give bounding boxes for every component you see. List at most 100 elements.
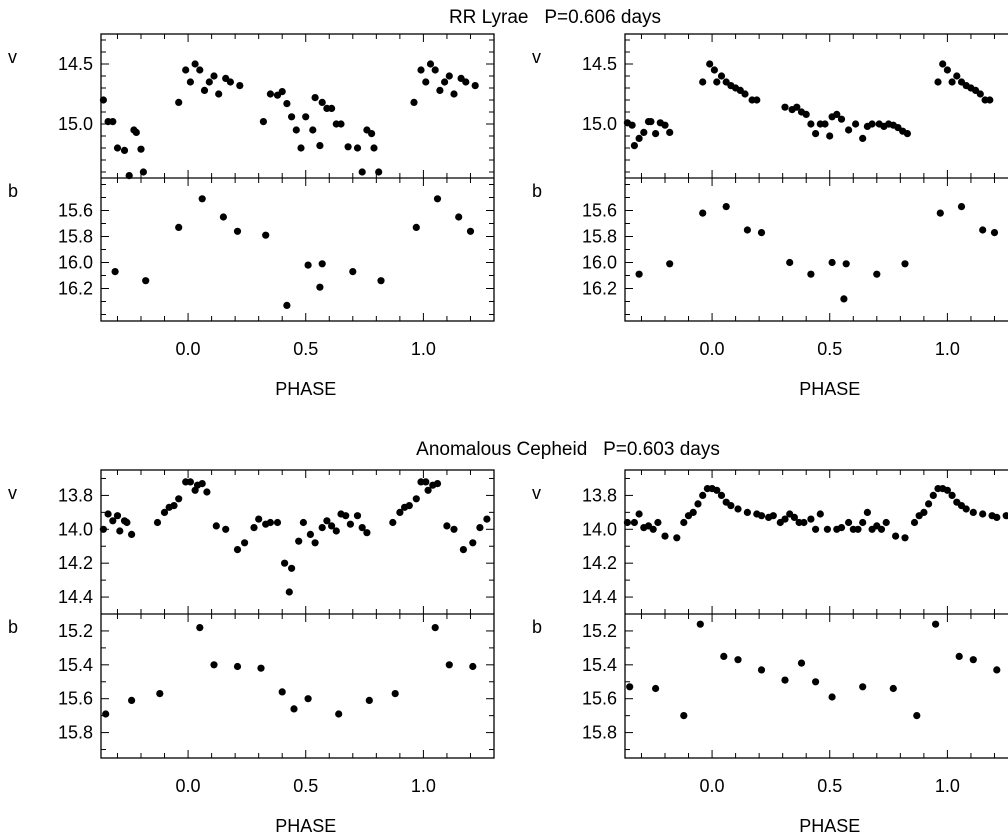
- ac-right-v-point: [717, 491, 726, 499]
- ac-right-v-point: [713, 486, 721, 494]
- rr-right-v-point: [661, 121, 669, 129]
- rr-left-v-point: [283, 100, 291, 108]
- ac-right-b-point: [932, 620, 940, 628]
- rr-left-b-point: [349, 268, 357, 276]
- rr-left-b-ytick-label: 16.0: [58, 253, 93, 273]
- ac-right-v-point: [854, 525, 862, 533]
- rr-left-v-point: [375, 168, 383, 176]
- ac-right-v-ytick-label: 13.8: [582, 485, 617, 505]
- ac-left-v-point: [450, 525, 458, 533]
- rr-left-xaxis-label: PHASE: [275, 379, 336, 399]
- rr-left-v-point: [210, 72, 218, 80]
- rr-right-b-point: [828, 258, 836, 267]
- rr-right-v-point: [630, 142, 639, 150]
- ac-right-v-point: [863, 508, 872, 516]
- ac-left-v-point: [412, 495, 420, 503]
- ac-right-b-point: [797, 659, 806, 667]
- ac-left-v-point: [424, 486, 432, 494]
- ac-right-b-point: [955, 652, 963, 661]
- rr-left-b-ytick-label: 15.8: [58, 227, 93, 247]
- ac-left-v-point: [433, 480, 442, 488]
- rr-left-v-band-label: v: [8, 47, 17, 67]
- ac-left-v-point: [285, 588, 293, 596]
- rr-right-v-point: [647, 118, 655, 126]
- rr-right-v-point: [699, 78, 707, 86]
- ac-right-b-point: [734, 656, 742, 664]
- ac-left-v-point: [281, 559, 289, 567]
- ac-left-b-point: [290, 705, 298, 713]
- ac-right-b-point: [781, 676, 789, 684]
- rr-right-b-point: [699, 209, 707, 217]
- rr-right-v-point: [713, 78, 721, 86]
- ac-left-v-point: [128, 530, 136, 539]
- ac-left-v-point: [241, 539, 249, 547]
- rr-right-xtick-label: 1.0: [935, 339, 960, 359]
- ac-right-b-ytick-label: 15.2: [582, 621, 617, 641]
- rr-left-v-point: [370, 144, 378, 152]
- rr-right-v-point: [635, 134, 643, 142]
- rr-left-v-point: [215, 90, 223, 98]
- rr-right-v-point: [868, 120, 876, 128]
- rr-right-v-point: [939, 60, 947, 68]
- ac-right-v-point: [910, 518, 919, 527]
- ac-left-v-ytick-label: 14.2: [58, 553, 93, 573]
- rr-left-b-point: [111, 268, 119, 276]
- rr-right-v-band-label: v: [532, 47, 541, 67]
- ac-right-v-point: [661, 532, 669, 540]
- rr-left-v-point: [288, 113, 296, 121]
- rr-right-b-point: [873, 270, 881, 278]
- ac-left-v-point: [389, 518, 397, 527]
- ac-left-b-point: [278, 688, 286, 696]
- ac-left-v-point: [422, 478, 430, 486]
- ac-left-b-ytick-label: 15.2: [58, 621, 93, 641]
- rr-right-b-point: [786, 258, 794, 267]
- ac-right-b-point: [696, 620, 704, 628]
- rr-left-v-point: [226, 78, 234, 86]
- ac-right-v-point: [948, 491, 956, 499]
- rr-right-xtick-label: 0.0: [700, 339, 725, 359]
- rr-left-b-point: [433, 195, 442, 203]
- rr-right-v-ytick-label: 14.5: [582, 54, 617, 74]
- ac-right-b-point: [859, 683, 867, 691]
- rr-left-b-point: [316, 283, 324, 291]
- rr-right-b-point: [722, 203, 730, 211]
- rr-left-v-point: [316, 142, 324, 150]
- rr-left-v-point: [426, 60, 435, 68]
- rr-left-v-point: [200, 86, 209, 94]
- ac-left-v-point: [113, 512, 122, 520]
- ac-right-v-point: [845, 518, 853, 527]
- rr-left-v-point: [309, 126, 317, 134]
- ac-right-v-point: [673, 534, 681, 542]
- rr-left-v-point: [368, 130, 376, 138]
- rr-left-v-point: [99, 96, 107, 104]
- rr-right-v-point: [845, 126, 853, 134]
- rr-left-b-point: [455, 213, 463, 221]
- ac-left-v-point: [332, 527, 340, 535]
- rr-left-b-ytick-label: 15.6: [58, 201, 93, 221]
- rr-left-v-point: [311, 94, 319, 102]
- ac-left-v-point: [363, 529, 371, 537]
- rr-right-v-point: [741, 90, 749, 98]
- rr-left-v-point: [139, 168, 147, 176]
- ac-left-v-ytick-label: 13.8: [58, 485, 93, 505]
- ac-left-b-point: [469, 662, 477, 671]
- ac-left-b-band-label: b: [8, 617, 18, 637]
- ac-left-figure: 13.8 14.0 14.2 14.4 v 15.2 15.4 15.6 15.8 b 0.0 0.5…: [8, 469, 495, 836]
- rr-left-figure: 14.5 15.0 v 15.6 15.8 16.0 16.2 b 0.0 0.5 1.0 PHASE: [8, 33, 495, 399]
- ac-right-v-point: [757, 512, 766, 520]
- ac-right-b-point: [969, 656, 977, 664]
- ac-right-v-point: [877, 525, 886, 533]
- rr-left-v-point: [353, 144, 362, 152]
- ac-left-v-point: [288, 564, 296, 572]
- ac-left-v-point: [266, 518, 274, 527]
- ac-left-v-point: [342, 512, 350, 520]
- rr-left-v-ytick-label: 14.5: [58, 54, 93, 74]
- ac-left-v-point: [170, 502, 178, 510]
- rr-right-v-point: [807, 120, 815, 128]
- rr-right-v-point: [943, 66, 952, 74]
- rr-right-v-point: [628, 121, 636, 129]
- rr-left-b-point: [142, 277, 150, 285]
- ac-right-v-point: [699, 491, 707, 499]
- rr-left-v-point: [259, 118, 267, 126]
- ac-right-v-point: [859, 518, 867, 527]
